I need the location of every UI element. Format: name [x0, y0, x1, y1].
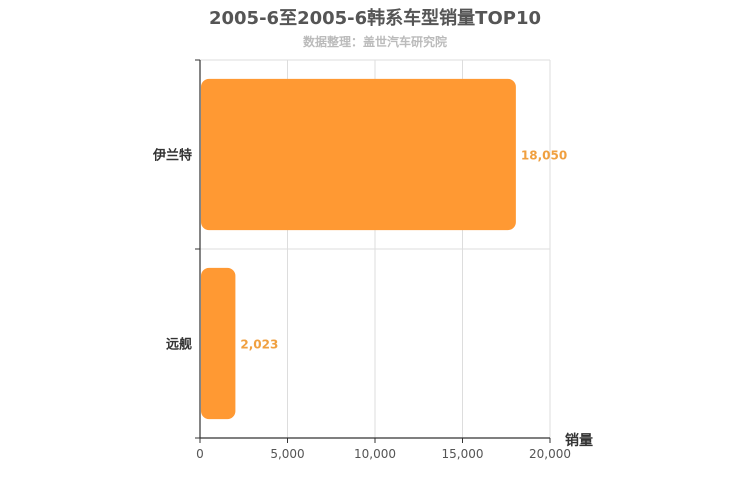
- data-label: 2,023: [240, 338, 278, 352]
- chart-title: 2005-6至2005-6韩系车型销量TOP10: [208, 8, 541, 29]
- x-tick-label: 0: [196, 447, 204, 461]
- x-tick-label: 10,000: [354, 447, 396, 461]
- chart-subtitle: 数据整理：盖世汽车研究院: [302, 35, 447, 49]
- x-tick-label: 15,000: [442, 447, 484, 461]
- data-label: 18,050: [521, 149, 567, 163]
- bar: [201, 78, 516, 231]
- bar: [201, 267, 236, 420]
- x-tick-label: 5,000: [270, 447, 304, 461]
- category-label: 伊兰特: [152, 148, 192, 164]
- category-label: 远舰: [166, 337, 192, 353]
- x-tick-label: 20,000: [529, 447, 571, 461]
- x-axis-title: 销量: [565, 432, 593, 449]
